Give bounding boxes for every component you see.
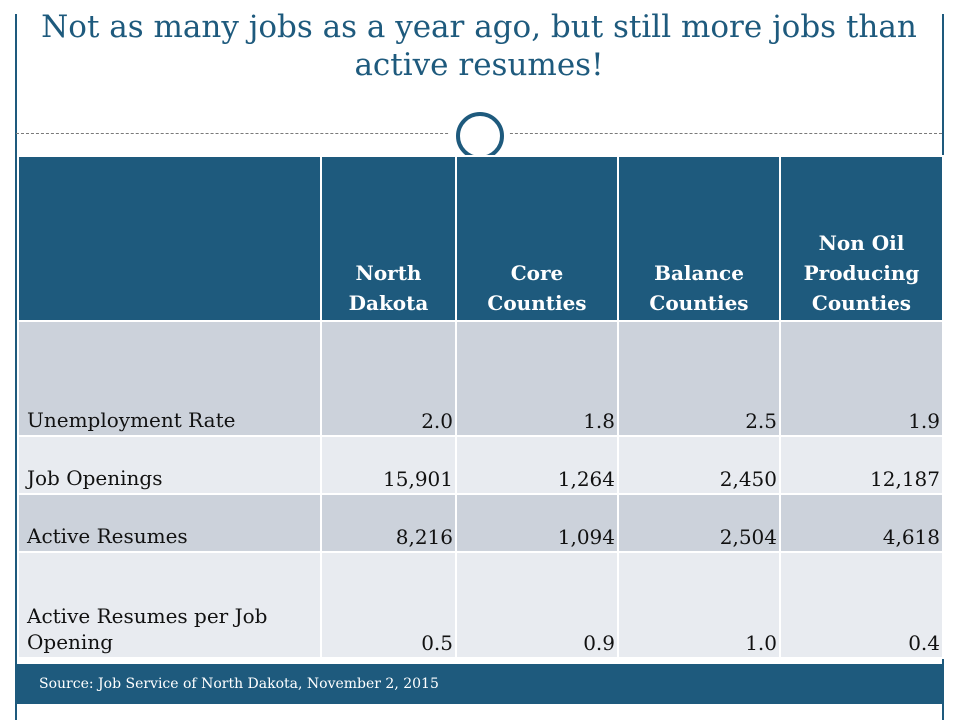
cell-value: 4,618 [779, 493, 944, 553]
frame-right-border [942, 14, 944, 720]
row-label: Active Resumes per Job Opening [17, 551, 322, 659]
row-label: Unemployment Rate [17, 320, 322, 437]
header-cell-empty [17, 155, 322, 322]
page-title: Not as many jobs as a year ago, but stil… [41, 9, 917, 83]
cell-value: 2.5 [617, 320, 781, 437]
cell-value: 8,216 [320, 493, 457, 553]
table-row: Job Openings 15,901 1,264 2,450 12,187 [17, 435, 944, 495]
row-label: Active Resumes [17, 493, 322, 553]
table-row: Unemployment Rate 2.0 1.8 2.5 1.9 [17, 320, 944, 437]
cell-value: 1.9 [779, 320, 944, 437]
cell-value: 15,901 [320, 435, 457, 495]
cell-value: 1.0 [617, 551, 781, 659]
header-north-dakota: North Dakota [320, 155, 457, 322]
cell-value: 2,450 [617, 435, 781, 495]
cell-value: 0.9 [455, 551, 619, 659]
data-table: North Dakota Core Counties Balance Count… [17, 155, 944, 659]
table-header-row: North Dakota Core Counties Balance Count… [17, 155, 944, 322]
footer-bar: Source: Job Service of North Dakota, Nov… [17, 664, 942, 704]
circle-icon [456, 112, 504, 160]
cell-value: 12,187 [779, 435, 944, 495]
table-row: Active Resumes per Job Opening 0.5 0.9 1… [17, 551, 944, 659]
source-note: Source: Job Service of North Dakota, Nov… [39, 676, 439, 692]
cell-value: 2,504 [617, 493, 781, 553]
cell-value: 1.8 [455, 320, 619, 437]
cell-value: 2.0 [320, 320, 457, 437]
cell-value: 1,094 [455, 493, 619, 553]
header-non-oil-counties: Non Oil Producing Counties [779, 155, 944, 322]
table-row: Active Resumes 8,216 1,094 2,504 4,618 [17, 493, 944, 553]
cell-value: 0.4 [779, 551, 944, 659]
cell-value: 1,264 [455, 435, 619, 495]
header-balance-counties: Balance Counties [617, 155, 781, 322]
frame-left-border [15, 14, 17, 720]
header-core-counties: Core Counties [455, 155, 619, 322]
cell-value: 0.5 [320, 551, 457, 659]
row-label: Job Openings [17, 435, 322, 495]
